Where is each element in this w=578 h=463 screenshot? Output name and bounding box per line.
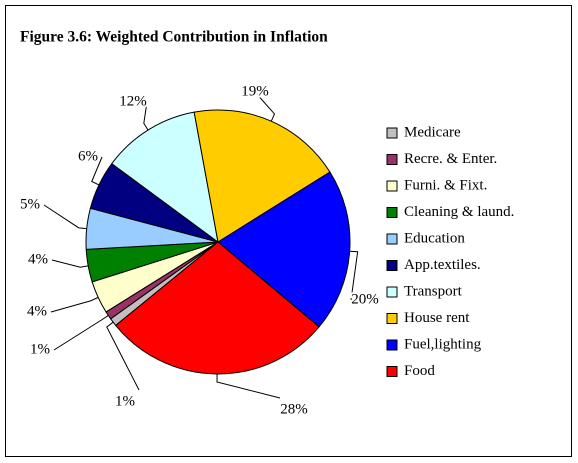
data-label: 1% [30, 341, 50, 357]
data-label: 1% [115, 393, 135, 409]
data-label: 4% [28, 251, 48, 267]
data-label: 12% [119, 93, 147, 109]
data-label: 20% [351, 291, 379, 307]
legend-label: Cleaning & laund. [404, 204, 514, 220]
data-label: 4% [27, 303, 47, 319]
legend-swatch [386, 260, 398, 271]
leader-line [254, 91, 276, 122]
data-label: 19% [241, 83, 269, 99]
legend-swatch [386, 339, 398, 351]
legend-swatch [386, 286, 398, 298]
data-label: 28% [280, 401, 308, 417]
leader-line [43, 204, 87, 230]
leader-line [53, 315, 109, 351]
leader-line [143, 101, 149, 131]
leader-line [349, 250, 359, 301]
data-label: 5% [20, 196, 40, 212]
legend-swatch [386, 154, 398, 165]
leader-line [50, 296, 99, 313]
legend-swatch [386, 207, 398, 218]
legend-label: Transport [404, 283, 463, 299]
legend-label: Recre. & Enter. [404, 151, 497, 167]
legend-swatch [386, 313, 398, 324]
pie-slice [115, 241, 320, 375]
legend-label: Medicare [404, 124, 461, 140]
legend-swatch [386, 180, 398, 192]
legend-label: App.textiles. [404, 257, 481, 273]
pie-slice [193, 109, 331, 243]
leader-line [216, 373, 281, 399]
legend-swatch [386, 233, 398, 245]
leader-line [106, 321, 140, 391]
pie-slice [111, 111, 219, 244]
legend-label: Food [404, 363, 435, 379]
legend-swatch [386, 366, 398, 377]
legend-label: House rent [404, 310, 470, 326]
leader-line [91, 156, 103, 186]
legend-swatch [386, 127, 398, 139]
legend-label: Furni. & Fixt. [404, 177, 487, 193]
pie-slice [217, 171, 351, 328]
legend-label: Fuel,lighting [404, 336, 482, 352]
chart-title: Figure 3.6: Weighted Contribution in Inf… [20, 29, 328, 46]
legend-label: Education [404, 230, 465, 246]
data-label: 6% [78, 148, 98, 164]
leader-line [51, 259, 89, 268]
